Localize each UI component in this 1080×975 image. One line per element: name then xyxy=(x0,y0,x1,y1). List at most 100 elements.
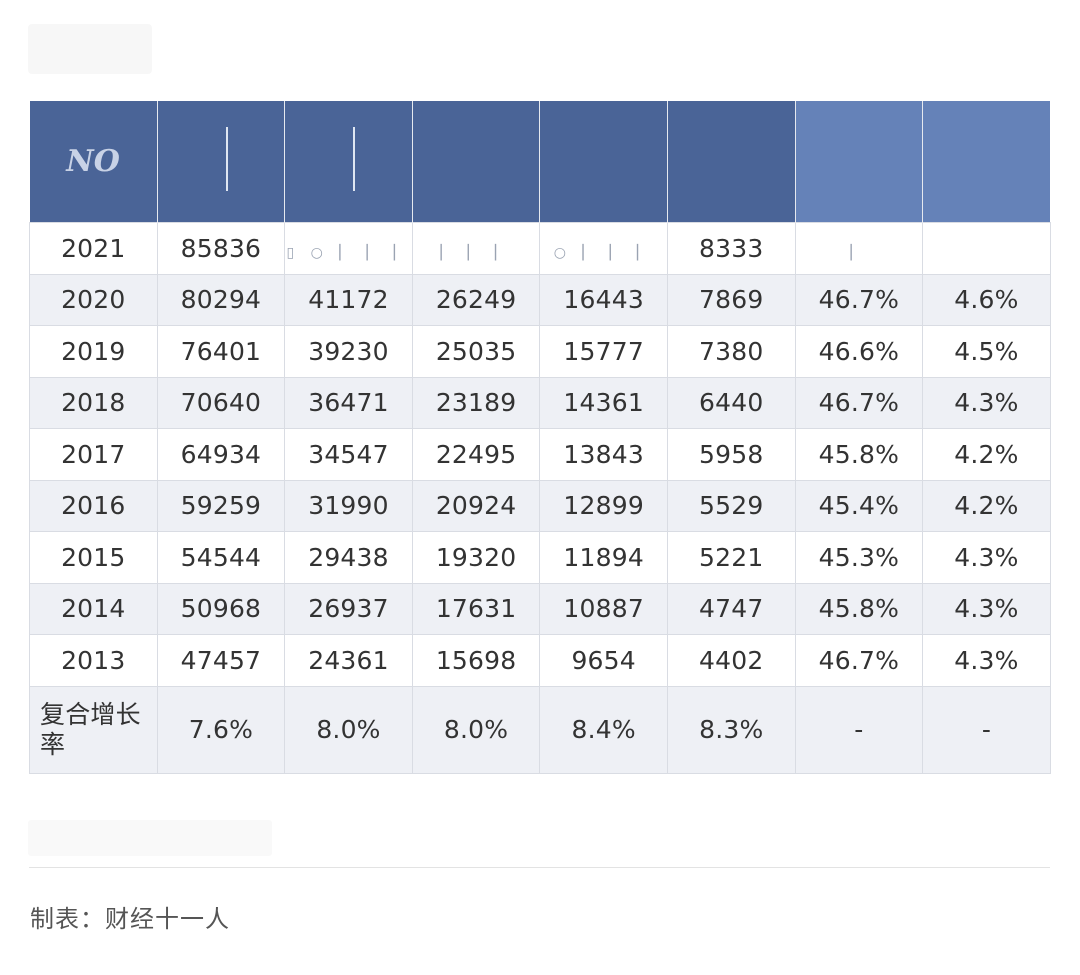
cell-value: 47457 xyxy=(156,634,286,687)
cell-value: 20924 xyxy=(411,479,541,532)
header-glyph: NO xyxy=(66,144,120,179)
cell-value: 46.6% xyxy=(794,325,924,378)
cell-value: 46.7% xyxy=(794,634,924,687)
cell-year: 2013 xyxy=(29,634,158,687)
cell-value: 15777 xyxy=(539,325,668,378)
cell-value: 9654 xyxy=(539,634,668,687)
cell-value: 26937 xyxy=(284,582,413,635)
header-cell-6 xyxy=(795,101,924,223)
cell-value: 45.8% xyxy=(794,582,924,635)
cell-value: 5958 xyxy=(666,428,796,481)
table-row-2017: 2017 64934 34547 22495 13843 5958 45.8% … xyxy=(29,428,1051,481)
cell-blurred xyxy=(922,222,1051,275)
cell-year: 2017 xyxy=(29,428,158,481)
cell-value: 11894 xyxy=(539,531,668,584)
cell-value: 19320 xyxy=(411,531,541,584)
cell-blurred: ▏ ▏ ▏ xyxy=(411,222,541,275)
cell-value: 80294 xyxy=(156,273,286,326)
cell-value: 45.4% xyxy=(794,479,924,532)
cell-value: 46.7% xyxy=(794,273,924,326)
cell-blurred: ▯ ○ ▏ ▏ ▏ xyxy=(284,222,413,275)
table-row-2020: 2020 80294 41172 26249 16443 7869 46.7% … xyxy=(29,273,1051,326)
cell-value: 4.5% xyxy=(922,325,1051,378)
cell-value: 54544 xyxy=(156,531,286,584)
cell-value: 12899 xyxy=(539,479,668,532)
cell-blurred: ▏ xyxy=(794,222,924,275)
header-cell-2 xyxy=(284,101,413,223)
table-row-2014: 2014 50968 26937 17631 10887 4747 45.8% … xyxy=(29,582,1051,635)
cell-value: 39230 xyxy=(284,325,413,378)
divider xyxy=(29,867,1050,868)
data-table: NO 2021 85836 ▯ ○ ▏ ▏ ▏ ▏ ▏ ▏ ○ ▏ ▏ ▏ 83… xyxy=(29,101,1051,774)
cell-year: 2015 xyxy=(29,531,158,584)
cell-value: 23189 xyxy=(411,376,541,429)
cell-value: 4.2% xyxy=(922,479,1051,532)
cell-value: 16443 xyxy=(539,273,668,326)
cell-value: 46.7% xyxy=(794,376,924,429)
cell-year: 2014 xyxy=(29,582,158,635)
cell-value: 29438 xyxy=(284,531,413,584)
cell-value: 7869 xyxy=(666,273,796,326)
cell-value: 4.3% xyxy=(922,634,1051,687)
header-cell-4 xyxy=(539,101,668,223)
cell-value: 85836 xyxy=(156,222,286,275)
cell-growth-label: 复合增长率 xyxy=(29,685,158,774)
cell-value: 6440 xyxy=(666,376,796,429)
source-note: 制表：财经十一人 xyxy=(30,905,230,933)
cell-value: 17631 xyxy=(411,582,541,635)
cell-value: 8.0% xyxy=(284,685,413,774)
table-row-2019: 2019 76401 39230 25035 15777 7380 46.6% … xyxy=(29,325,1051,378)
cell-value: 25035 xyxy=(411,325,541,378)
cell-value: 8.4% xyxy=(539,685,668,774)
cell-value: 24361 xyxy=(284,634,413,687)
cell-value: 59259 xyxy=(156,479,286,532)
cell-value: 76401 xyxy=(156,325,286,378)
cell-year: 2016 xyxy=(29,479,158,532)
header-cell-5 xyxy=(667,101,796,223)
table-row-growth: 复合增长率 7.6% 8.0% 8.0% 8.4% 8.3% - - xyxy=(29,685,1051,774)
cell-value: 4.3% xyxy=(922,376,1051,429)
cell-value: 4.6% xyxy=(922,273,1051,326)
table-row-2015: 2015 54544 29438 19320 11894 5221 45.3% … xyxy=(29,531,1051,584)
cell-value: 10887 xyxy=(539,582,668,635)
table-row-2013: 2013 47457 24361 15698 9654 4402 46.7% 4… xyxy=(29,634,1051,687)
cell-value: 70640 xyxy=(156,376,286,429)
cell-value: 45.8% xyxy=(794,428,924,481)
cell-value: 4.3% xyxy=(922,582,1051,635)
table-row-2021: 2021 85836 ▯ ○ ▏ ▏ ▏ ▏ ▏ ▏ ○ ▏ ▏ ▏ 8333 … xyxy=(29,222,1051,275)
header-row: NO xyxy=(29,101,1051,223)
cell-value: 5221 xyxy=(666,531,796,584)
cell-value: 36471 xyxy=(284,376,413,429)
cell-value: 7380 xyxy=(666,325,796,378)
table-row-2018: 2018 70640 36471 23189 14361 6440 46.7% … xyxy=(29,376,1051,429)
cell-value: 5529 xyxy=(666,479,796,532)
blurred-note-area xyxy=(28,820,272,856)
cell-value: 4402 xyxy=(666,634,796,687)
cell-value: - xyxy=(922,685,1051,774)
cell-blurred: ○ ▏ ▏ ▏ xyxy=(539,222,668,275)
cell-value: 64934 xyxy=(156,428,286,481)
cell-year: 2021 xyxy=(29,222,158,275)
cell-value: 8333 xyxy=(666,222,796,275)
table-row-2016: 2016 59259 31990 20924 12899 5529 45.4% … xyxy=(29,479,1051,532)
cell-value: 41172 xyxy=(284,273,413,326)
header-cell-3 xyxy=(412,101,541,223)
header-cell-year: NO xyxy=(29,101,158,223)
cell-value: 4.3% xyxy=(922,531,1051,584)
cell-value: 8.0% xyxy=(411,685,541,774)
cell-value: 7.6% xyxy=(156,685,286,774)
cell-value: 45.3% xyxy=(794,531,924,584)
cell-value: 34547 xyxy=(284,428,413,481)
cell-year: 2019 xyxy=(29,325,158,378)
cell-value: - xyxy=(794,685,924,774)
cell-value: 14361 xyxy=(539,376,668,429)
cell-value: 26249 xyxy=(411,273,541,326)
cell-value: 4747 xyxy=(666,582,796,635)
cell-value: 4.2% xyxy=(922,428,1051,481)
cell-value: 15698 xyxy=(411,634,541,687)
cell-value: 50968 xyxy=(156,582,286,635)
cell-value: 22495 xyxy=(411,428,541,481)
header-cell-7 xyxy=(922,101,1051,223)
cell-value: 8.3% xyxy=(666,685,796,774)
blurred-title-area xyxy=(28,24,152,74)
